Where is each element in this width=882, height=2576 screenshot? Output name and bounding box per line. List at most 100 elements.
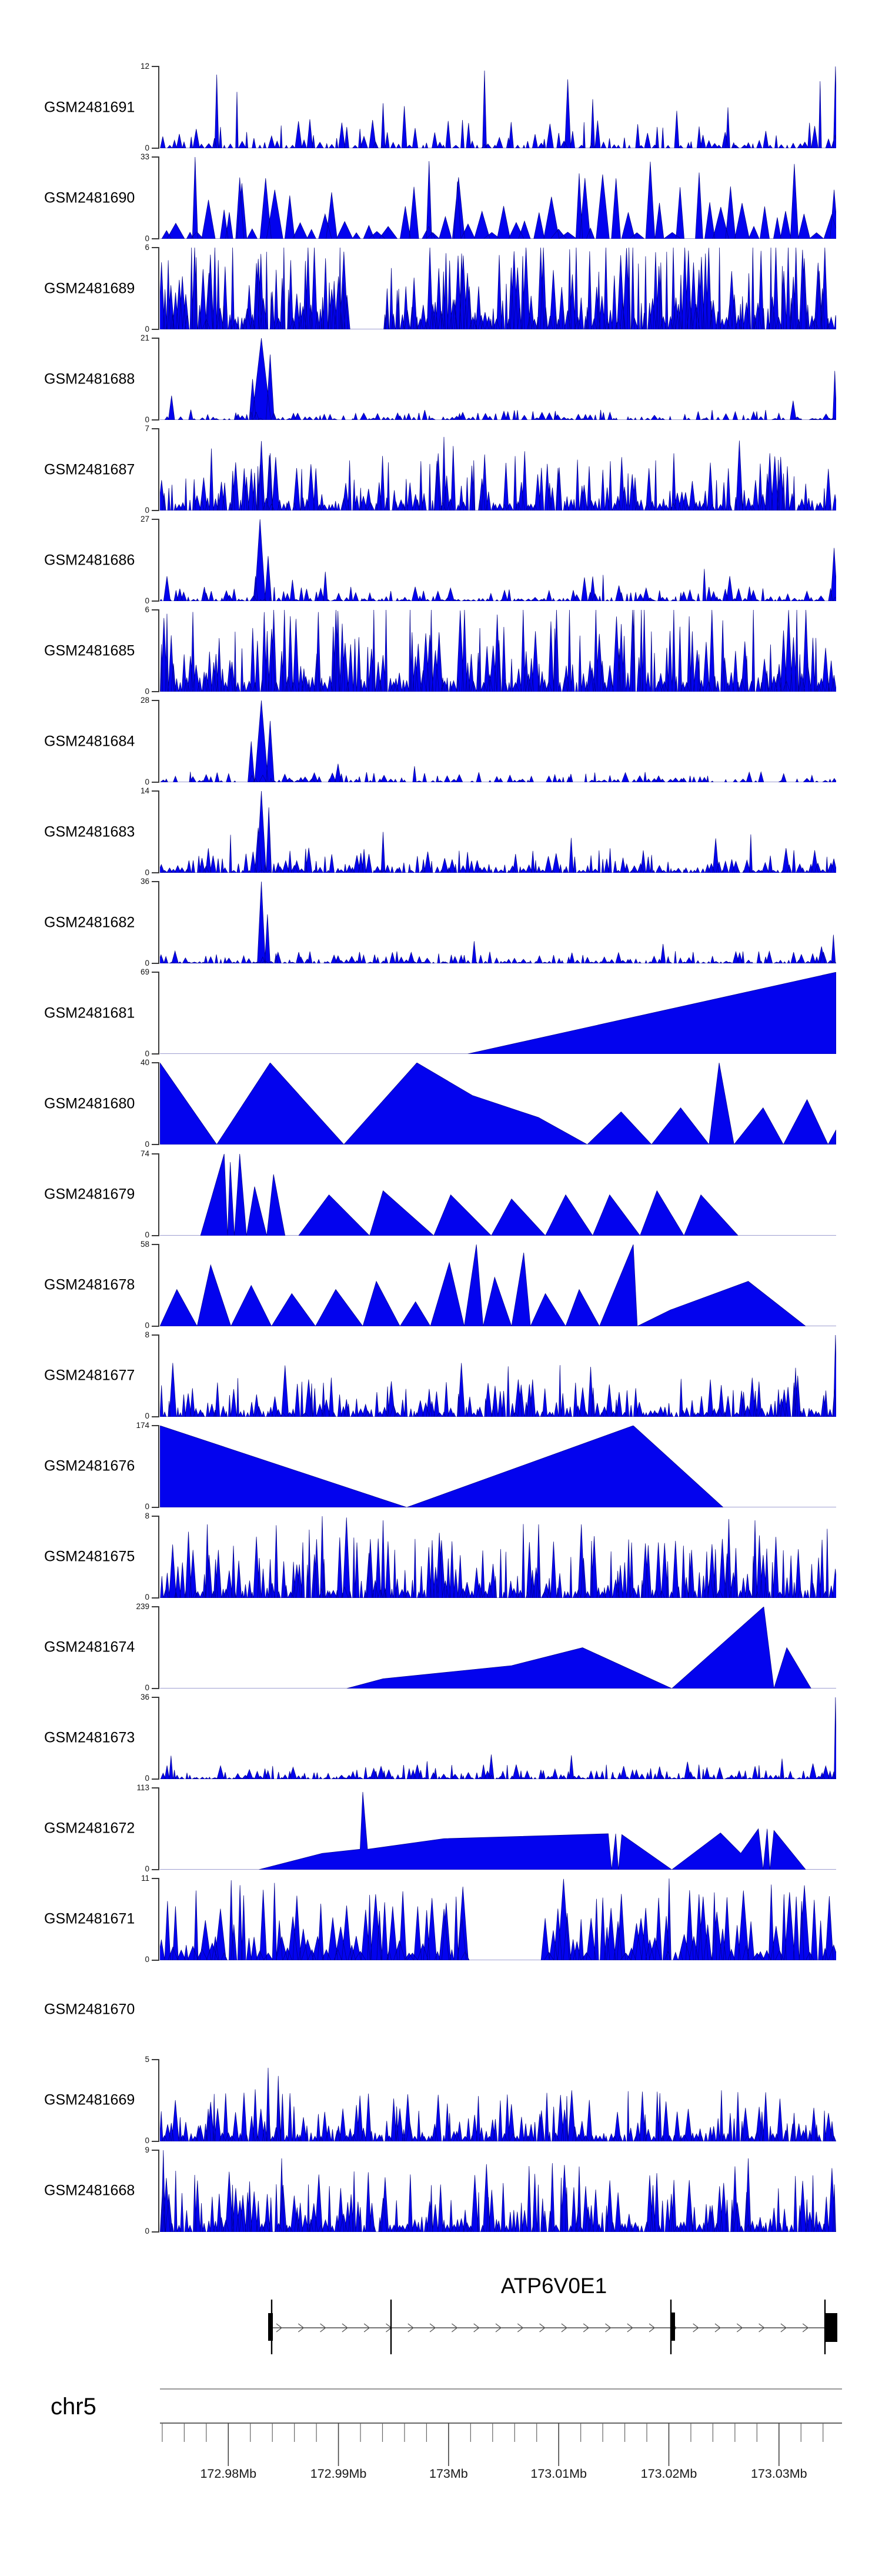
track-label: GSM2481689	[44, 280, 135, 297]
signal-area-plot	[160, 2150, 836, 2232]
y-axis-line	[158, 1787, 159, 1870]
y-axis-max-value: 40	[140, 1058, 149, 1067]
y-axis-max-value: 28	[140, 696, 149, 705]
y-axis-zero-tick	[152, 691, 159, 693]
y-axis-zero-value: 0	[145, 1321, 149, 1330]
y-axis-line	[158, 2059, 159, 2141]
y-axis-zero-value: 0	[145, 2136, 149, 2145]
y-axis-max-value: 11	[141, 1873, 149, 1883]
y-axis-zero-tick	[152, 1687, 159, 1689]
y-axis-zero-tick	[152, 1053, 159, 1055]
y-axis-zero-tick	[152, 782, 159, 783]
y-axis-top-tick	[152, 972, 159, 973]
y-axis-zero-tick	[152, 872, 159, 874]
y-axis-max-value: 239	[136, 1601, 149, 1611]
y-axis-zero-value: 0	[145, 1412, 149, 1421]
signal-area-plot	[160, 610, 836, 692]
exon-box	[268, 2313, 273, 2341]
y-axis-zero-value: 0	[145, 1955, 149, 1964]
y-axis-line	[158, 1606, 159, 1689]
y-axis-top-tick	[152, 2058, 159, 2060]
y-axis-zero-value: 0	[145, 867, 149, 877]
ruler-tick-label: 172.99Mb	[310, 2467, 367, 2481]
track-label: GSM2481687	[44, 461, 135, 478]
y-axis-line	[158, 882, 159, 964]
y-axis-top-tick	[152, 338, 159, 339]
signal-area-plot	[160, 1063, 836, 1145]
y-axis-zero-tick	[152, 1416, 159, 1417]
y-axis-zero-tick	[152, 419, 159, 421]
y-axis-line	[158, 66, 159, 148]
y-axis-top-tick	[152, 156, 159, 158]
strand-arrow-icon	[780, 2323, 787, 2333]
y-axis-max-value: 58	[140, 1239, 149, 1249]
signal-area-plot	[160, 248, 836, 330]
track-label: GSM2481680	[44, 1095, 135, 1112]
y-axis-max-value: 174	[136, 1420, 149, 1430]
track-label: GSM2481682	[44, 914, 135, 931]
y-axis-line	[158, 429, 159, 511]
signal-area-plot	[160, 791, 836, 873]
signal-area-plot	[160, 1878, 836, 1960]
y-axis-zero-value: 0	[145, 958, 149, 967]
track-row-GSM2481672: GSM2481672 113 0	[0, 1784, 882, 1873]
y-axis-zero-value: 0	[145, 505, 149, 515]
y-axis-top-tick	[152, 881, 159, 883]
y-axis-top-tick	[152, 1515, 159, 1517]
track-label: GSM2481685	[44, 642, 135, 659]
track-row-GSM2481671: GSM2481671 11 0	[0, 1874, 882, 1963]
y-axis-zero-tick	[152, 238, 159, 239]
y-axis-max-value: 27	[140, 515, 149, 524]
y-axis-max-value: 36	[140, 1692, 149, 1701]
signal-area-plot	[160, 519, 836, 602]
exon-box	[671, 2313, 675, 2341]
y-axis-zero-value: 0	[145, 143, 149, 152]
strand-arrow-icon	[517, 2323, 524, 2333]
y-axis-top-tick	[152, 1424, 159, 1426]
signal-area-plot	[160, 1788, 836, 1870]
strand-arrow-icon	[605, 2323, 612, 2333]
y-axis-line	[158, 1697, 159, 1779]
track-row-GSM2481689: GSM2481689 6 0	[0, 243, 882, 333]
y-axis-max-value: 33	[140, 152, 149, 161]
y-axis-max-value: 113	[136, 1783, 149, 1792]
y-axis-zero-value: 0	[145, 1139, 149, 1149]
y-axis-line	[158, 1334, 159, 1417]
y-axis-zero-value: 0	[145, 1774, 149, 1783]
y-axis-top-tick	[152, 1696, 159, 1698]
y-axis-line	[158, 1244, 159, 1326]
signal-area-plot	[160, 1244, 836, 1326]
gene-name-label: ATP6V0E1	[500, 2274, 607, 2298]
track-label: GSM2481670	[44, 2001, 135, 2018]
y-axis-zero-value: 0	[145, 415, 149, 424]
signal-area-plot	[160, 2060, 836, 2141]
track-row-GSM2481683: GSM2481683 14 0	[0, 787, 882, 876]
track-row-GSM2481690: GSM2481690 33 0	[0, 153, 882, 242]
track-label: GSM2481668	[44, 2182, 135, 2199]
track-row-GSM2481678: GSM2481678 58 0	[0, 1240, 882, 1329]
y-axis-top-tick	[152, 1243, 159, 1245]
track-label: GSM2481669	[44, 2091, 135, 2108]
track-row-GSM2481670: GSM2481670	[0, 1969, 882, 2051]
y-axis-zero-tick	[152, 600, 159, 602]
y-axis-line	[158, 1425, 159, 1507]
y-axis-top-tick	[152, 1606, 159, 1607]
track-label: GSM2481679	[44, 1186, 135, 1203]
signal-area-plot	[160, 1153, 836, 1236]
strand-arrow-icon	[561, 2323, 567, 2333]
y-axis-top-tick	[152, 1062, 159, 1064]
y-axis-max-value: 8	[145, 1511, 149, 1520]
track-row-GSM2481687: GSM2481687 7 0	[0, 425, 882, 514]
track-label: GSM2481671	[44, 1910, 135, 1927]
y-axis-max-value: 7	[145, 424, 149, 433]
strand-arrow-icon	[473, 2323, 480, 2333]
track-row-GSM2481688: GSM2481688 21 0	[0, 334, 882, 423]
track-row-GSM2481691: GSM2481691 12 0	[0, 62, 882, 152]
strand-arrow-icon	[276, 2323, 283, 2333]
y-axis-top-tick	[152, 66, 159, 67]
strand-arrow-icon	[539, 2323, 546, 2333]
y-axis-zero-tick	[152, 1959, 159, 1961]
track-label: GSM2481683	[44, 823, 135, 840]
track-label: GSM2481675	[44, 1548, 135, 1565]
strand-arrow-icon	[627, 2323, 633, 2333]
